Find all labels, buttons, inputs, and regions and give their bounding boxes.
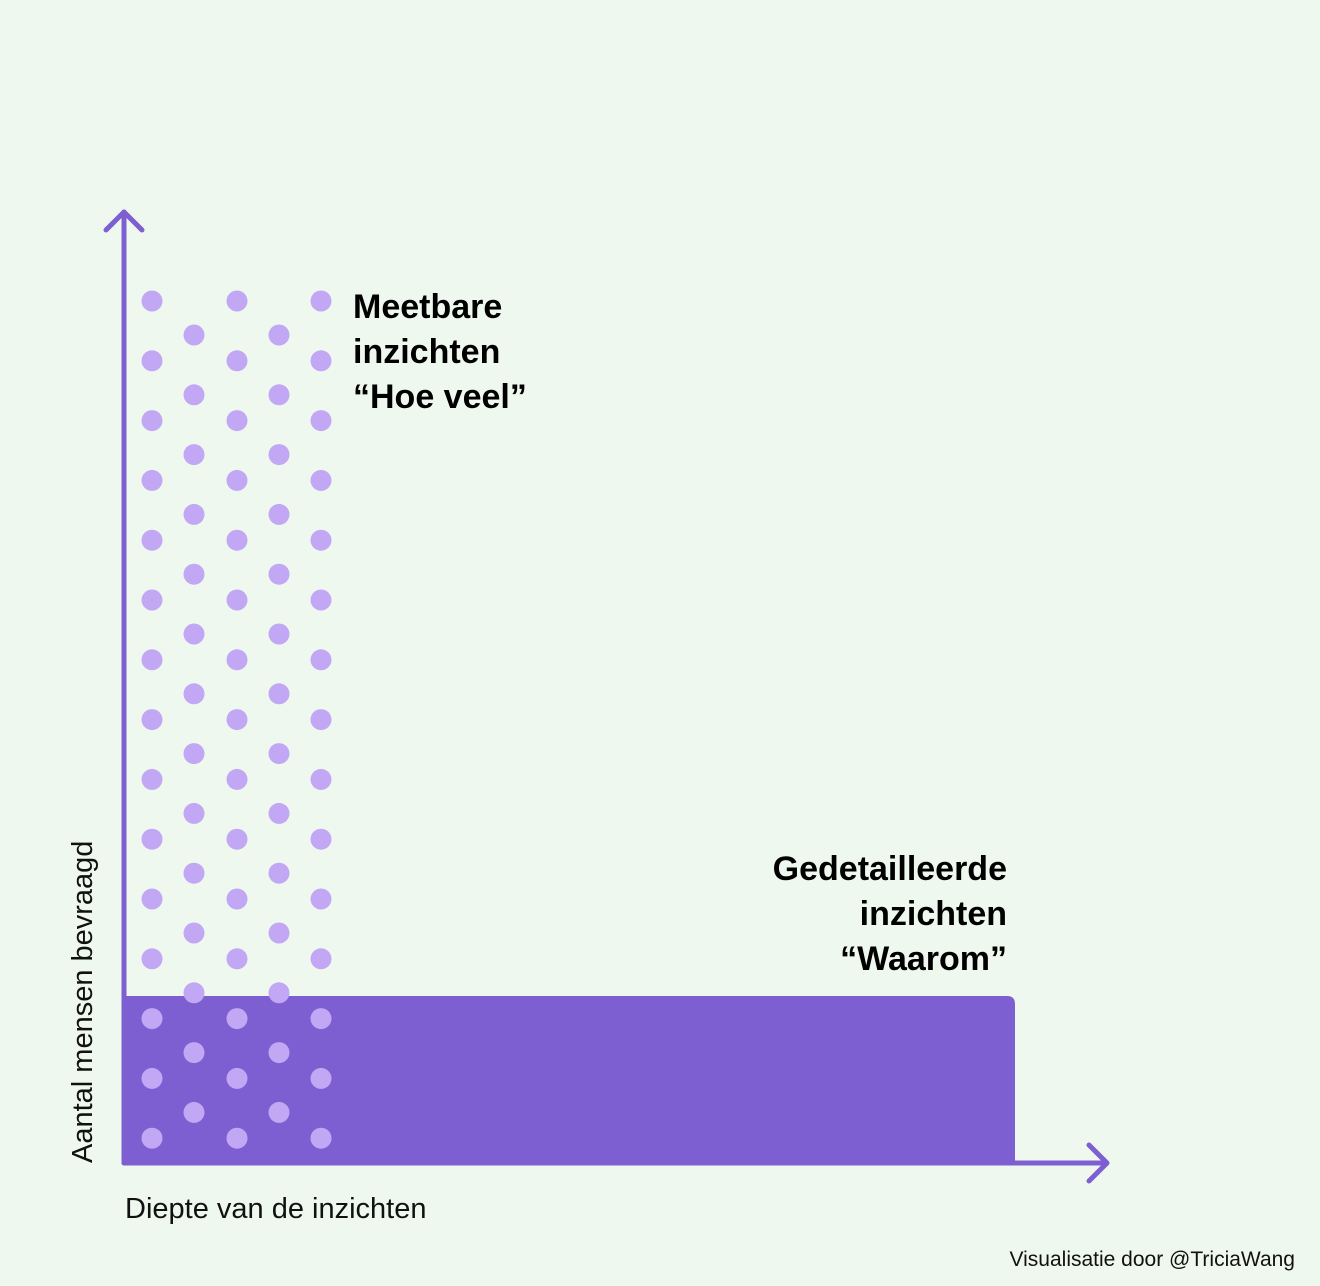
annotation-line: Meetbare xyxy=(353,288,502,326)
dot xyxy=(226,290,248,312)
dot xyxy=(226,589,248,611)
dot xyxy=(141,410,163,432)
dot xyxy=(268,444,290,466)
dot xyxy=(268,922,290,944)
dot xyxy=(310,768,332,790)
dot xyxy=(141,709,163,731)
dot xyxy=(183,922,205,944)
dot xyxy=(268,683,290,705)
dot xyxy=(310,649,332,671)
y-axis-label: Aantal mensen bevraagd xyxy=(67,841,99,1163)
x-axis-label: Diepte van de inzichten xyxy=(125,1193,426,1225)
dot xyxy=(268,563,290,585)
dot xyxy=(141,1067,163,1089)
dot xyxy=(183,862,205,884)
dot xyxy=(226,828,248,850)
dot xyxy=(141,828,163,850)
dot xyxy=(268,1042,290,1064)
dot xyxy=(226,1008,248,1030)
dot xyxy=(141,290,163,312)
dot xyxy=(268,862,290,884)
dot xyxy=(141,649,163,671)
dot xyxy=(226,888,248,910)
dot xyxy=(310,350,332,372)
dot xyxy=(310,410,332,432)
dot xyxy=(141,1008,163,1030)
dot xyxy=(310,709,332,731)
dot xyxy=(183,683,205,705)
dot xyxy=(183,503,205,525)
dot xyxy=(141,1127,163,1149)
dot xyxy=(310,948,332,970)
dot xyxy=(183,563,205,585)
dot xyxy=(268,802,290,824)
dot xyxy=(141,469,163,491)
dot xyxy=(141,350,163,372)
x-axis-arrow xyxy=(1086,1142,1110,1184)
annotation-line: Gedetailleerde xyxy=(773,850,1007,888)
dot xyxy=(226,529,248,551)
dot xyxy=(268,324,290,346)
dot xyxy=(183,802,205,824)
dot xyxy=(141,888,163,910)
dot-column-group xyxy=(141,290,332,1149)
dot xyxy=(310,290,332,312)
annotation-line: inzichten xyxy=(860,895,1007,933)
y-axis-arrow xyxy=(103,209,145,233)
dot xyxy=(226,649,248,671)
dot xyxy=(226,709,248,731)
dot xyxy=(310,529,332,551)
detail-block xyxy=(124,996,1015,1163)
dot xyxy=(183,324,205,346)
dot xyxy=(183,384,205,406)
dot xyxy=(310,1067,332,1089)
dot xyxy=(141,948,163,970)
dot xyxy=(226,469,248,491)
dot xyxy=(310,589,332,611)
dot xyxy=(183,1101,205,1123)
dot xyxy=(268,623,290,645)
dot xyxy=(268,743,290,765)
annotation-line: “Hoe veel” xyxy=(353,378,527,416)
dot xyxy=(226,350,248,372)
dot xyxy=(183,623,205,645)
annotation-line: “Waarom” xyxy=(840,940,1007,978)
dot xyxy=(183,1042,205,1064)
dot xyxy=(310,1008,332,1030)
dot xyxy=(141,589,163,611)
dot xyxy=(226,948,248,970)
dot xyxy=(268,982,290,1004)
dot xyxy=(183,982,205,1004)
dot xyxy=(310,1127,332,1149)
axes xyxy=(103,209,1110,1184)
dot xyxy=(183,444,205,466)
dot xyxy=(226,768,248,790)
dot xyxy=(310,828,332,850)
dot xyxy=(183,743,205,765)
dot xyxy=(226,1067,248,1089)
dot xyxy=(141,529,163,551)
dot xyxy=(226,410,248,432)
dot xyxy=(268,503,290,525)
annotation-line: inzichten xyxy=(353,333,500,371)
dot xyxy=(310,888,332,910)
dot xyxy=(141,768,163,790)
dot xyxy=(226,1127,248,1149)
dot xyxy=(268,1101,290,1123)
dot xyxy=(310,469,332,491)
credit: Visualisatie door @TriciaWang xyxy=(1010,1248,1296,1271)
dot xyxy=(268,384,290,406)
